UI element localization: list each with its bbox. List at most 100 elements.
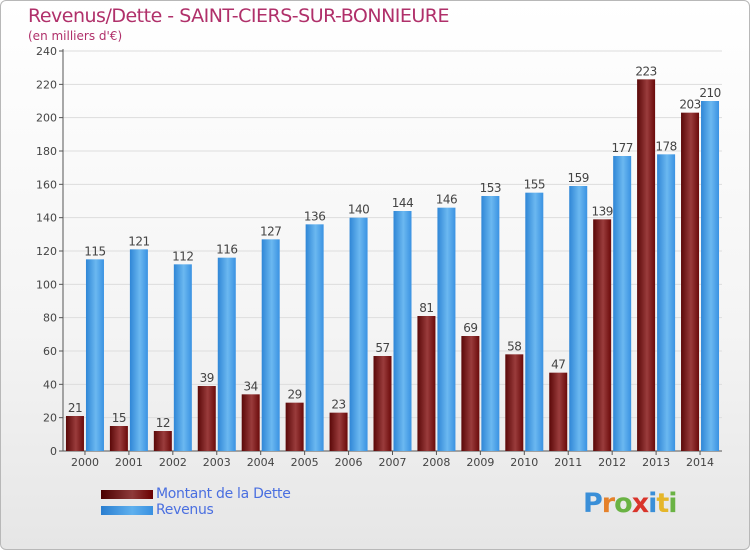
data-label-revenus: 127 xyxy=(260,224,281,238)
data-label-dette: 21 xyxy=(68,401,82,415)
bar-dette xyxy=(329,412,348,451)
y-tick-label: 80 xyxy=(43,312,57,325)
x-tick-label: 2001 xyxy=(115,456,143,469)
data-label-revenus: 210 xyxy=(699,86,720,100)
y-tick-label: 40 xyxy=(43,378,57,391)
data-label-revenus: 112 xyxy=(172,249,193,263)
bar-dette xyxy=(461,336,480,451)
data-label-revenus: 121 xyxy=(128,234,149,248)
bar-dette xyxy=(373,356,392,451)
legend-label-dette: Montant de la Dette xyxy=(156,486,291,502)
x-tick-label: 2003 xyxy=(203,456,231,469)
bar-dette xyxy=(417,316,436,451)
data-label-dette: 58 xyxy=(507,339,521,353)
data-label-revenus: 153 xyxy=(480,181,501,195)
bar-dette xyxy=(241,394,260,451)
bar-revenus xyxy=(217,257,236,451)
bar-revenus xyxy=(701,101,720,451)
legend-label-revenus: Revenus xyxy=(156,502,214,518)
bar-dette xyxy=(153,431,172,451)
x-tick-label: 2008 xyxy=(422,456,450,469)
logo-letter: o xyxy=(614,488,633,519)
bar-revenus xyxy=(657,154,676,452)
data-label-dette: 139 xyxy=(591,204,612,218)
x-tick-label: 2011 xyxy=(554,456,582,469)
data-label-dette: 57 xyxy=(375,341,389,355)
bar-dette xyxy=(109,426,128,451)
x-tick-label: 2002 xyxy=(159,456,187,469)
bar-revenus xyxy=(481,196,500,451)
y-tick-label: 140 xyxy=(36,212,57,225)
bar-dette xyxy=(505,354,524,451)
y-tick-label: 220 xyxy=(36,78,57,91)
data-label-revenus: 115 xyxy=(84,244,105,258)
bar-revenus xyxy=(349,217,368,451)
data-label-dette: 34 xyxy=(244,379,258,393)
axes: 0 20 40 60 80 100 120 140 160 180 200 220 240 2000 200… xyxy=(36,45,722,469)
x-tick-label: 2012 xyxy=(598,456,626,469)
logo-letter: P xyxy=(583,488,603,519)
x-tick-label: 2014 xyxy=(686,456,714,469)
bar-revenus xyxy=(129,249,148,451)
data-label-revenus: 155 xyxy=(524,178,545,192)
data-label-revenus: 146 xyxy=(436,193,457,207)
x-tick-label: 2010 xyxy=(510,456,538,469)
data-label-dette: 23 xyxy=(331,398,345,412)
data-label-revenus: 159 xyxy=(568,171,589,185)
data-label-dette: 47 xyxy=(551,358,565,372)
y-tick-label: 20 xyxy=(43,412,57,425)
x-tick-label: 2009 xyxy=(466,456,494,469)
bar-dette xyxy=(549,372,568,451)
data-label-dette: 29 xyxy=(287,388,301,402)
bars xyxy=(65,79,720,452)
data-label-dette: 39 xyxy=(200,371,214,385)
data-label-revenus: 177 xyxy=(611,141,632,155)
bar-dette xyxy=(593,219,612,451)
y-tick-label: 180 xyxy=(36,145,57,158)
data-label-revenus: 136 xyxy=(304,209,325,223)
grid-lines xyxy=(63,50,722,452)
data-label-revenus: 116 xyxy=(216,243,237,257)
logo-letter: i xyxy=(648,488,657,519)
y-tick-label: 60 xyxy=(43,345,57,358)
y-tick-label: 160 xyxy=(36,178,57,191)
bar-revenus xyxy=(569,186,588,451)
y-tick-label: 200 xyxy=(36,112,57,125)
bar-revenus xyxy=(393,211,412,451)
bar-dette xyxy=(285,402,304,451)
data-label-revenus: 178 xyxy=(655,139,676,153)
bar-revenus xyxy=(613,156,632,451)
bar-revenus xyxy=(173,264,192,451)
x-tick-label: 2013 xyxy=(642,456,670,469)
x-tick-label: 2007 xyxy=(379,456,407,469)
logo-letter: t xyxy=(656,488,669,519)
y-tick-label: 120 xyxy=(36,245,57,258)
legend-swatch-revenus xyxy=(101,506,153,515)
proxiti-logo: Proxiti xyxy=(583,488,678,519)
x-tick-label: 2005 xyxy=(291,456,319,469)
data-label-revenus: 140 xyxy=(348,203,369,217)
x-tick-label: 2006 xyxy=(335,456,363,469)
bar-revenus xyxy=(525,192,544,451)
bar-dette xyxy=(637,79,656,451)
data-label-dette: 12 xyxy=(156,416,170,430)
logo-letter: i xyxy=(668,488,677,519)
data-label-dette: 81 xyxy=(419,301,433,315)
bar-dette xyxy=(65,416,84,451)
y-tick-label: 100 xyxy=(36,278,57,291)
bar-revenus xyxy=(305,224,324,451)
bar-revenus xyxy=(437,207,456,451)
x-tick-label: 2004 xyxy=(247,456,275,469)
legend-swatch-dette xyxy=(101,490,153,499)
data-label-dette: 69 xyxy=(463,321,477,335)
data-label-dette: 15 xyxy=(112,411,126,425)
data-label-dette: 203 xyxy=(679,98,700,112)
logo-letter: x xyxy=(631,488,649,519)
bar-revenus xyxy=(261,239,280,451)
data-label-dette: 223 xyxy=(635,64,656,78)
data-labels: 21 115 15 121 12 112 39 116 34 127 29 136 23 140 57 144… xyxy=(68,64,721,430)
y-tick-label: 240 xyxy=(36,45,57,58)
bar-revenus xyxy=(85,259,104,451)
